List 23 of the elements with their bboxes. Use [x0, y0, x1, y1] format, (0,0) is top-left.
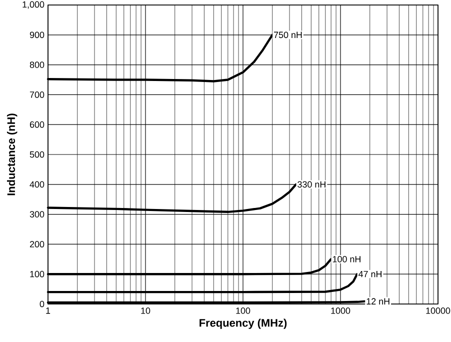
y-tick-label: 0	[40, 300, 44, 308]
x-tick-label: 10000	[426, 308, 450, 314]
x-tick-label: 1000	[331, 308, 350, 314]
annotation: 100 nH	[332, 256, 360, 262]
y-tick-label: 800	[30, 62, 44, 68]
x-tick-label: 100	[236, 308, 250, 314]
annotation: 47 nH	[358, 271, 382, 278]
y-tick-label: 300	[30, 211, 44, 218]
y-tick-label: 200	[30, 241, 44, 248]
y-tick-label: 700	[30, 92, 44, 98]
y-tick-label: 600	[30, 121, 44, 128]
x-tick-label: 1	[46, 308, 50, 314]
annotation: 12 nH	[366, 298, 390, 304]
y-tick-label: 500	[30, 151, 44, 158]
x-axis-title: Frequency (MHz)	[200, 318, 287, 329]
y-tick-label: 900	[30, 32, 44, 38]
y-tick-label: 1,000	[22, 1, 44, 9]
y-tick-label: 400	[30, 181, 44, 188]
annotation: 330 nH	[298, 181, 326, 188]
y-axis-title: Inductance (nH)	[6, 114, 18, 196]
y-tick-label: 100	[30, 270, 44, 278]
x-tick-label: 10	[141, 308, 150, 314]
annotation: 750 nH	[274, 32, 302, 38]
